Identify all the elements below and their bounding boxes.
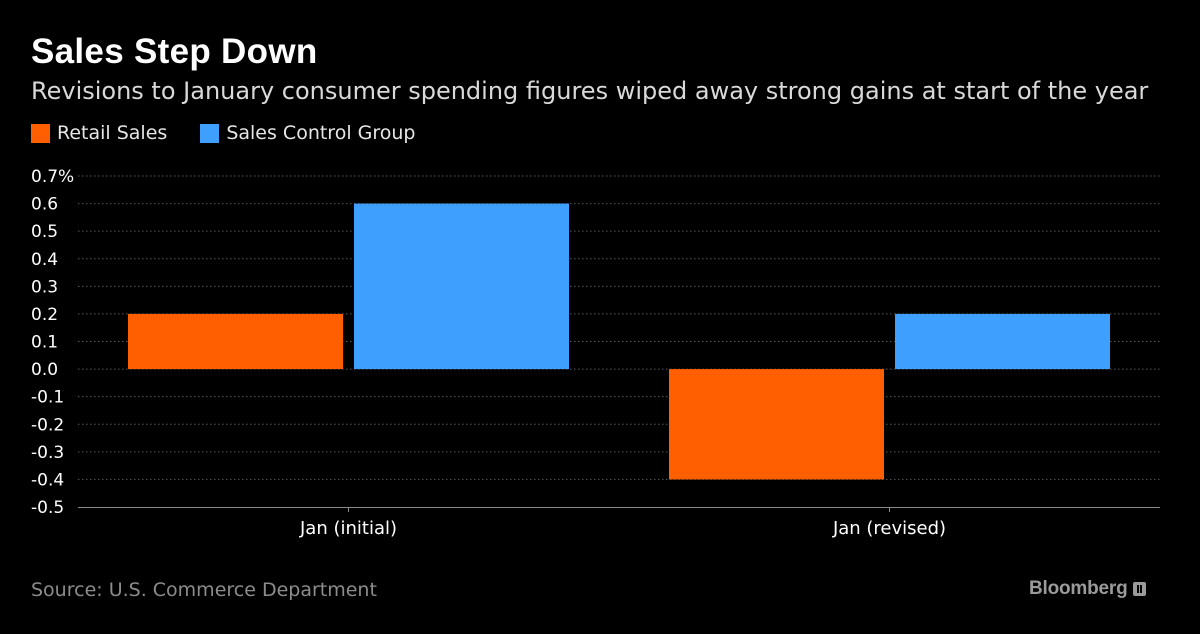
bloomberg-wordmark: Bloomberg: [1029, 578, 1128, 599]
y-tick-label: -0.4: [31, 470, 64, 490]
legend-label-sales-control-group: Sales Control Group: [226, 122, 416, 144]
bar-retail-sales: [669, 369, 884, 480]
y-tick-label: -0.1: [31, 388, 64, 408]
bar-retail-sales: [128, 313, 343, 370]
bloomberg-mark-icon: [1133, 582, 1147, 596]
legend-swatch-retail-sales: [31, 123, 50, 143]
legend-item-sales-control-group: Sales Control Group: [200, 122, 416, 144]
y-tick-label: 0.0: [31, 360, 58, 380]
legend-item-retail-sales: Retail Sales: [31, 122, 167, 144]
x-tick-label: Jan (revised): [832, 518, 946, 539]
y-tick-label: 0.2: [31, 305, 58, 325]
legend-label-retail-sales: Retail Sales: [57, 122, 168, 144]
y-tick-label: 0.4: [31, 250, 58, 270]
y-tick-label: -0.5: [31, 498, 64, 518]
x-tick-label: Jan (initial): [299, 518, 397, 539]
y-tick-label: 0.3: [31, 277, 58, 297]
y-tick-label: -0.3: [31, 443, 64, 463]
y-tick-label: 0.7%: [31, 167, 74, 187]
legend: Retail Sales Sales Control Group: [31, 122, 449, 144]
legend-swatch-sales-control-group: [200, 123, 220, 143]
y-tick-label: 0.6: [31, 195, 58, 215]
bar-sales-control-group: [354, 203, 569, 370]
bar-sales-control-group: [895, 313, 1110, 370]
source-note: Source: U.S. Commerce Department: [31, 579, 377, 601]
y-tick-label: 0.1: [31, 333, 58, 353]
y-tick-label: 0.5: [31, 222, 58, 242]
y-tick-label: -0.2: [31, 415, 64, 435]
chart-title: Sales Step Down: [31, 32, 318, 71]
bloomberg-logo: Bloomberg: [1029, 578, 1147, 600]
chart-subtitle: Revisions to January consumer spending f…: [31, 77, 1149, 105]
